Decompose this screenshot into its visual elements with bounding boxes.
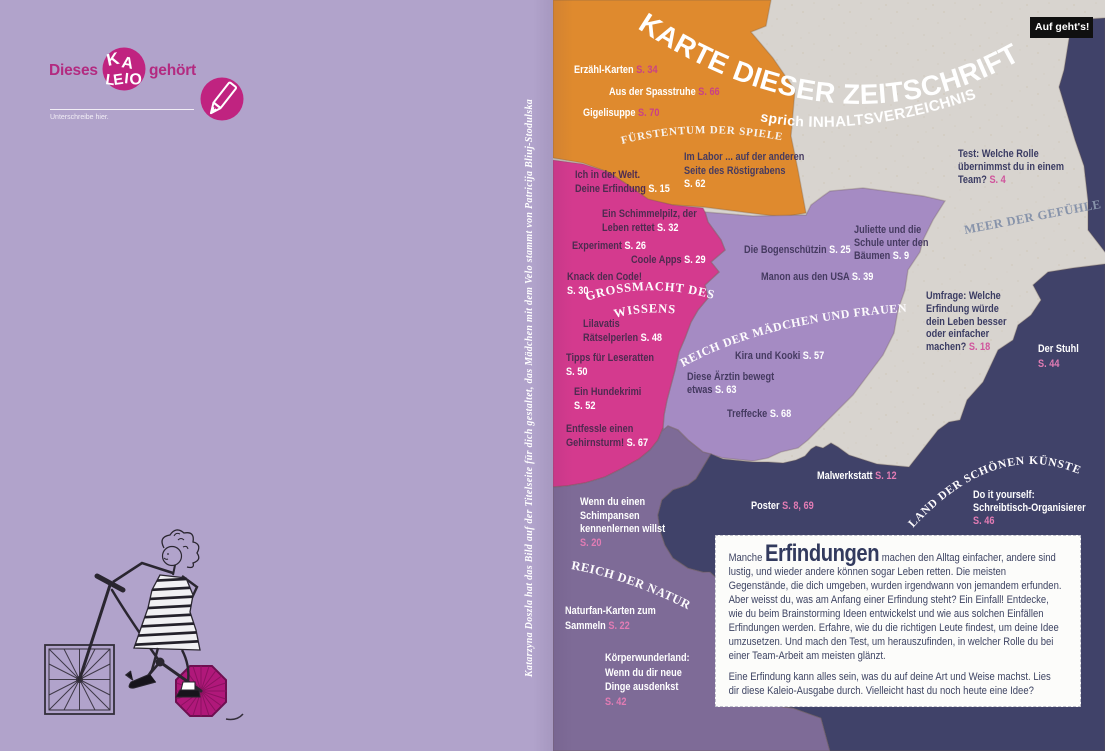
svg-text:L: L: [104, 71, 115, 89]
svg-text:O: O: [129, 71, 143, 89]
svg-text:I: I: [124, 70, 130, 87]
svg-text:K: K: [105, 49, 122, 70]
svg-text:E: E: [112, 71, 124, 89]
svg-text:A: A: [120, 54, 135, 73]
